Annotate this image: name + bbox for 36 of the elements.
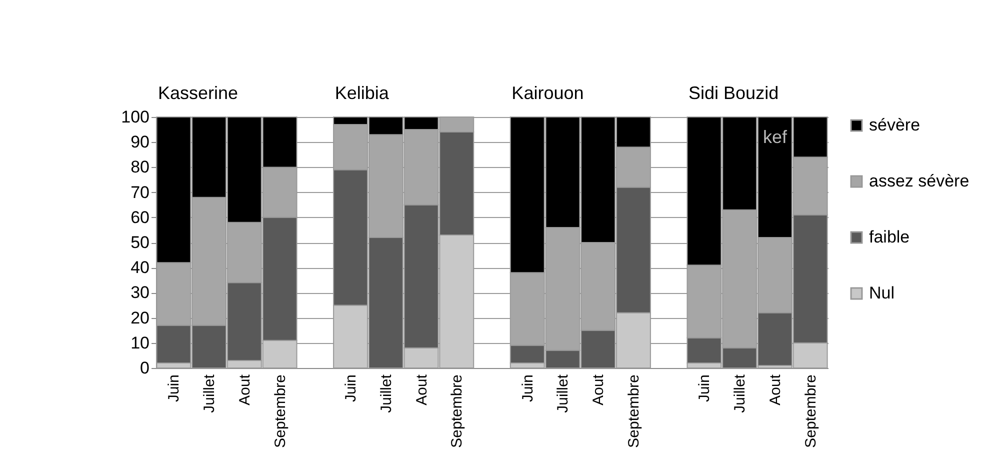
legend-label: Nul	[869, 284, 895, 302]
x-tick-label: Septembre	[625, 374, 642, 448]
y-tick-label: 30	[130, 283, 150, 302]
y-tick-label: 0	[140, 358, 150, 378]
x-tick-label: Juin	[696, 374, 714, 402]
y-tick-label: 100	[121, 108, 150, 126]
y-tick-label: 80	[130, 158, 150, 177]
text: Kasserine	[158, 83, 238, 103]
x-tick-label: Juin	[519, 374, 536, 402]
text: Kairouon	[512, 83, 584, 103]
x-tick-label: Juillet	[378, 374, 395, 413]
x-tick-label: Aout	[766, 374, 784, 406]
x-tick-label: Juin	[166, 374, 183, 402]
text: Sidi Bouzid	[688, 83, 779, 103]
y-tick-label: 50	[130, 233, 150, 252]
legend-label: sévère	[869, 116, 920, 134]
x-tick-label: Juillet	[732, 374, 749, 413]
y-tick-label: 70	[130, 182, 150, 202]
text: Kelibia	[334, 83, 390, 103]
legend-label: assez sévère	[869, 172, 970, 190]
legend-label: faible	[869, 228, 910, 246]
y-tick-label: 90	[130, 132, 150, 152]
x-tick-label: Juillet	[554, 374, 572, 413]
x-tick-label: Septembre	[448, 374, 466, 448]
y-tick-label: 10	[130, 333, 150, 352]
x-tick-label: Juillet	[201, 374, 218, 413]
y-tick-label: 40	[130, 258, 150, 278]
x-tick-label: Juin	[342, 374, 360, 402]
x-tick-label: Aout	[590, 374, 608, 406]
x-tick-label: Aout	[413, 374, 430, 406]
x-tick-label: Septembre	[272, 374, 289, 448]
x-tick-label: Septembre	[802, 374, 820, 448]
x-tick-label: Aout	[236, 374, 254, 406]
y-tick-label: 20	[130, 308, 150, 328]
y-tick-label: 60	[130, 208, 150, 227]
annotation: kef	[762, 127, 788, 147]
